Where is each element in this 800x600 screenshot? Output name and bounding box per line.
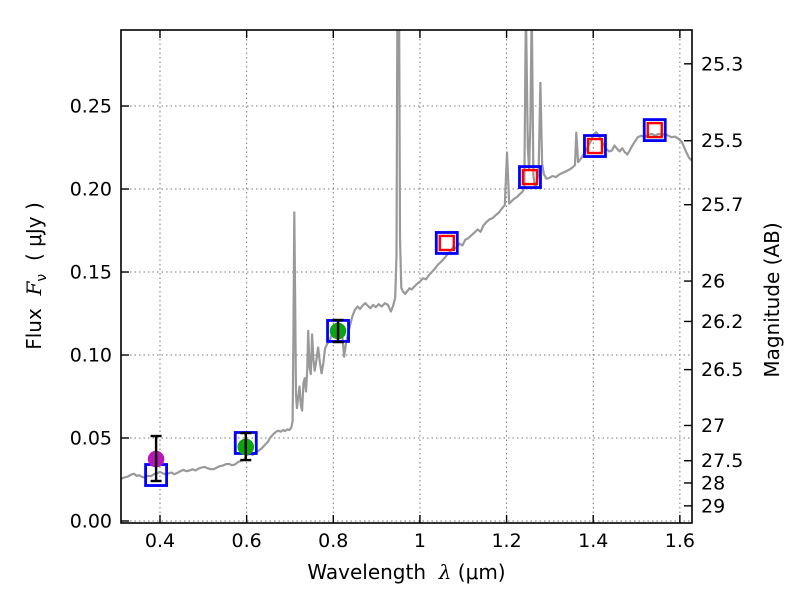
x-tick-label: 0.6 (232, 530, 262, 552)
flux-word: Flux (22, 308, 46, 350)
y-tick-label-right: 27.5 (701, 450, 743, 472)
photometry-blue-square (434, 231, 459, 255)
photometry-red-square (586, 137, 604, 155)
x-tick-label: 1 (414, 530, 426, 552)
y-tick-label-right: 25.5 (701, 130, 743, 152)
spectrum-line (121, 30, 692, 480)
y-tick-label-right: 25.7 (701, 194, 743, 216)
photometry-blue-square (518, 165, 542, 189)
x-tick-label: 0.4 (145, 530, 175, 552)
y-tick-label-left: 0.05 (70, 428, 112, 450)
x-tick-label: 1.4 (578, 530, 608, 552)
y-tick-label-left: 0.10 (70, 345, 112, 367)
photometry-red-square (646, 121, 663, 139)
y-axis-label-right: Magnitude (AB) (760, 222, 784, 378)
x-axis-units: (μm) (457, 560, 506, 584)
flux-subscript: ν (34, 273, 50, 282)
y-tick-label-right: 29 (701, 495, 725, 517)
photometry-blue-square (583, 134, 607, 158)
x-tick-label: 1.6 (665, 530, 695, 552)
y-tick-label-right: 26.5 (701, 359, 743, 381)
lambda-symbol: λ (438, 560, 452, 584)
flux-units: ( μJy ) (22, 202, 46, 262)
x-axis-label: Wavelength λ (μm) (121, 560, 692, 584)
photometry-red-square (438, 234, 455, 252)
photometry-red-square (521, 168, 539, 186)
y-tick-label-right: 27 (701, 415, 725, 437)
x-axis-label-word: Wavelength (307, 560, 427, 584)
y-tick-label-right: 25.3 (701, 53, 743, 75)
y-axis-label-left: Flux Fν ( μJy ) (22, 202, 50, 350)
y-tick-label-right: 26.2 (701, 311, 743, 333)
flux-symbol: F (22, 281, 46, 296)
x-tick-label: 0.8 (318, 530, 348, 552)
plot-frame (120, 29, 693, 524)
y-tick-label-right: 26 (701, 271, 725, 293)
y-tick-label-left: 0.25 (70, 96, 112, 118)
y-tick-label-right: 28 (701, 472, 725, 494)
y-tick-label-left: 0.00 (70, 511, 112, 533)
photometry-blue-square (642, 118, 667, 142)
x-tick-label: 1.2 (491, 530, 521, 552)
y-tick-label-left: 0.15 (70, 262, 112, 284)
y-tick-label-left: 0.20 (70, 179, 112, 201)
